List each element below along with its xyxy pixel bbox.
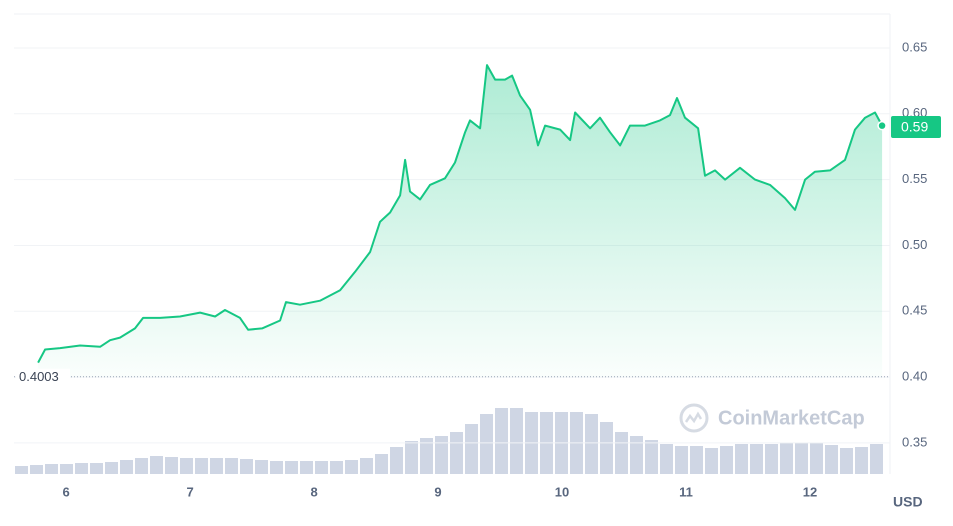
reference-label-bg [16, 368, 70, 386]
volume-bar [465, 424, 478, 474]
volume-bar [645, 440, 658, 474]
x-tick-label: 11 [679, 484, 693, 499]
volume-bar [300, 461, 313, 474]
volume-bar [480, 414, 493, 474]
watermark: CoinMarketCap [718, 407, 865, 429]
volume-bar [810, 443, 823, 474]
y-tick-label: 0.55 [902, 171, 927, 186]
price-area [38, 65, 883, 377]
volume-bar [135, 458, 148, 474]
volume-bar [105, 462, 118, 474]
volume-bar [795, 443, 808, 474]
volume-bar [330, 461, 343, 474]
x-tick-label: 12 [803, 484, 817, 499]
price-line [37, 64, 883, 364]
volume-bar [180, 458, 193, 474]
volume-bar [405, 441, 418, 474]
volume-bar [45, 464, 58, 474]
volume-bar [750, 444, 763, 474]
volume-bar [780, 443, 793, 474]
volume-bar [210, 458, 223, 474]
volume-bar [390, 447, 403, 474]
volume-bar [675, 446, 688, 474]
volume-bar [855, 447, 868, 474]
volume-bar [225, 458, 238, 474]
x-tick-label: 6 [62, 484, 69, 499]
volume-bar [255, 460, 268, 474]
x-tick-label: 10 [555, 484, 569, 499]
y-tick-label: 0.50 [902, 237, 927, 252]
volume-bar [150, 456, 163, 474]
volume-bar [285, 461, 298, 474]
price-tag [891, 115, 941, 138]
volume-bar [495, 408, 508, 474]
volume-bar [630, 436, 643, 474]
volume-bar [510, 408, 523, 474]
volume-bar [315, 461, 328, 474]
volume-bar [615, 432, 628, 474]
watermark-logo [679, 403, 709, 433]
volume-bar [840, 448, 853, 474]
volume-bar [360, 458, 373, 474]
x-tick-label: 8 [310, 484, 317, 499]
volume-bar [420, 438, 433, 474]
volume-bar [600, 422, 613, 474]
y-tick-label: 0.45 [902, 303, 927, 318]
price-tag-label: 0.59 [901, 119, 928, 135]
y-tick-label: 0.40 [902, 369, 927, 384]
y-tick-label: 0.65 [902, 39, 927, 54]
volume-bar [15, 466, 28, 474]
volume-bar [450, 432, 463, 474]
last-point [877, 120, 887, 131]
volume-bar [585, 414, 598, 474]
volume-bar [90, 463, 103, 474]
volume-bar [60, 464, 73, 474]
volume-bar [375, 454, 388, 474]
volume-bar [30, 465, 43, 474]
volume-bar [690, 446, 703, 474]
volume-bar [435, 436, 448, 474]
volume-bar [660, 444, 673, 474]
y-tick-label: 0.35 [902, 434, 927, 449]
volume-bar [270, 461, 283, 474]
volume-bar [870, 444, 883, 474]
x-tick-label: 7 [186, 484, 193, 499]
volume-bar [165, 457, 178, 474]
volume-bar [735, 444, 748, 474]
volume-bar [75, 463, 88, 474]
volume-bar [720, 446, 733, 474]
volume-bar [765, 444, 778, 474]
volume-bar [240, 459, 253, 474]
y-axis-label: USD [893, 494, 923, 510]
reference-label: 0.4003 [19, 369, 59, 384]
volume-bar [705, 448, 718, 474]
volume-bar [345, 460, 358, 474]
volume-bar [120, 460, 133, 474]
volume-bar [195, 458, 208, 474]
x-tick-label: 9 [434, 484, 441, 499]
volume-bar [825, 445, 838, 474]
